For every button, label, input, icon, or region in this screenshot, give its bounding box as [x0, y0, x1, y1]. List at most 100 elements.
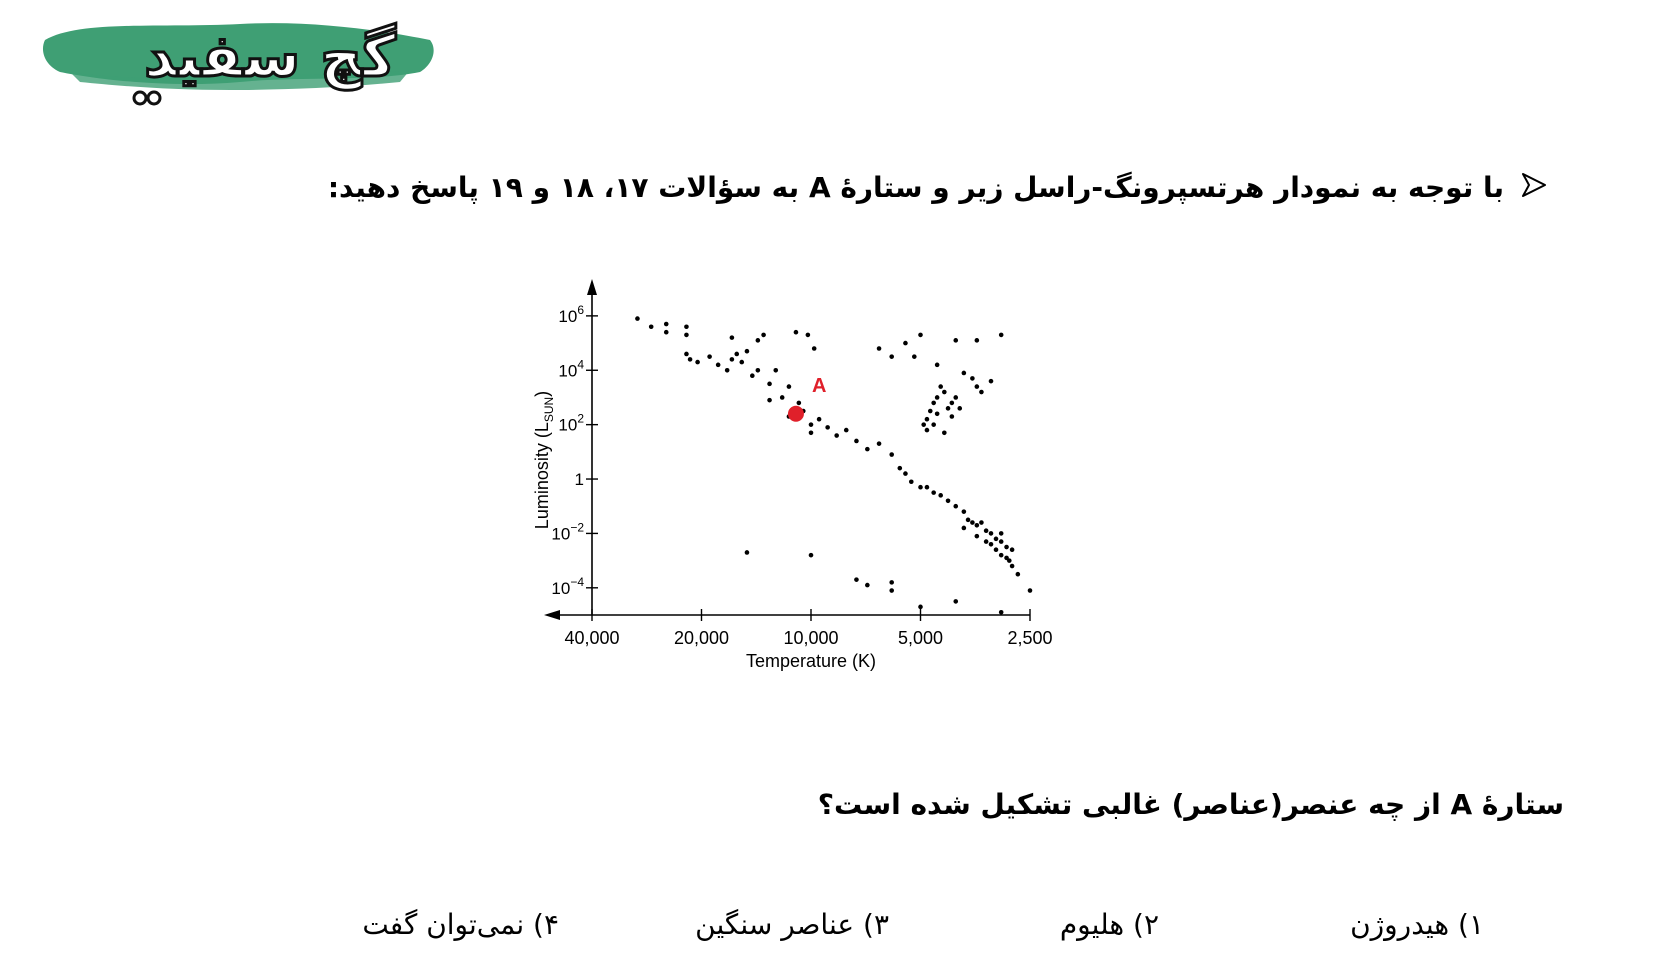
data-point — [953, 395, 959, 400]
data-point — [945, 498, 951, 504]
data-point — [1009, 563, 1015, 569]
data-point — [912, 354, 917, 359]
data-point — [663, 329, 669, 335]
data-point — [931, 490, 936, 495]
data-point — [707, 354, 712, 359]
logo-brush-icon — [42, 23, 434, 106]
data-point — [931, 422, 936, 427]
chart-axes — [544, 279, 1030, 620]
data-point — [854, 438, 859, 444]
data-point — [988, 541, 994, 547]
data-point — [648, 324, 654, 330]
data-point — [808, 430, 814, 436]
data-point — [961, 509, 967, 514]
data-point — [808, 552, 814, 558]
data-point — [934, 362, 940, 368]
option-3[interactable]: ۳) عناصر سنگین — [695, 908, 889, 941]
data-point — [974, 522, 980, 528]
data-point — [979, 389, 984, 395]
data-points — [635, 316, 1033, 615]
data-point — [1007, 558, 1012, 563]
data-point — [961, 525, 967, 531]
option-1[interactable]: ۱) هیدروژن — [1350, 908, 1484, 941]
x-axis-arrow-icon — [544, 610, 560, 620]
data-point — [998, 539, 1004, 544]
x-tick-label: 40,000 — [564, 628, 619, 648]
intro-instruction: با توجه به نمودار هرتسپرونگ-راسل زیر و س… — [327, 171, 1504, 204]
y-axis-ticks: 106 104 102 1 10−2 10−4 — [551, 303, 598, 598]
data-point — [1004, 544, 1009, 550]
star-a-label: A — [812, 375, 826, 397]
y-tick-label: 1 — [575, 470, 584, 489]
data-point — [961, 370, 967, 376]
data-point — [695, 359, 700, 365]
option-4[interactable]: ۴) نمی‌توان گفت — [362, 908, 559, 941]
data-point — [684, 324, 689, 330]
star-a-group: A — [787, 375, 826, 422]
data-point — [942, 430, 947, 436]
data-point — [993, 536, 999, 542]
data-point — [865, 446, 870, 452]
y-tick-label: 102 — [558, 412, 584, 435]
data-point — [903, 340, 908, 346]
y-axis-arrow-icon — [587, 279, 597, 295]
data-point — [755, 367, 761, 373]
data-point — [970, 376, 975, 381]
data-point — [927, 408, 933, 414]
data-point — [924, 484, 930, 490]
hr-diagram: 106 104 102 1 10−2 10−4 40,000 20,000 10,000 5,0… — [532, 279, 1053, 671]
data-point — [998, 609, 1004, 615]
logo: گچ سفید — [40, 10, 440, 110]
option-2[interactable]: ۲) هلیوم — [1059, 908, 1159, 941]
data-point — [876, 346, 882, 351]
data-point — [988, 378, 994, 384]
data-point — [998, 552, 1004, 558]
y-tick-label: 10−2 — [551, 520, 584, 543]
data-point — [744, 550, 750, 555]
data-point — [957, 406, 963, 411]
data-point — [684, 351, 689, 357]
data-point — [918, 484, 923, 490]
x-tick-label: 5,000 — [898, 628, 943, 648]
data-point — [865, 582, 870, 588]
data-point — [918, 604, 923, 610]
data-point — [750, 373, 755, 379]
data-point — [938, 384, 943, 389]
data-point — [974, 533, 980, 539]
data-point — [934, 395, 940, 400]
data-point — [793, 329, 799, 335]
data-point — [953, 338, 959, 343]
data-point — [897, 465, 903, 471]
data-point — [739, 359, 745, 365]
data-point — [949, 400, 955, 406]
y-axis-label: Luminosity (LSUN) — [532, 391, 556, 529]
data-point — [934, 411, 940, 417]
x-tick-label: 20,000 — [674, 628, 729, 648]
data-point — [953, 599, 959, 604]
x-tick-label: 2,500 — [1007, 628, 1052, 648]
data-point — [931, 400, 936, 406]
data-point — [988, 531, 994, 536]
data-point — [889, 452, 894, 457]
data-point — [786, 384, 792, 389]
data-point — [779, 395, 785, 400]
data-point — [773, 367, 779, 373]
data-point — [998, 531, 1004, 536]
question-text: ستارهٔ A از چه عنصر(عناصر) غالبی تشکیل ش… — [817, 788, 1564, 821]
data-point — [663, 321, 669, 327]
data-point — [889, 580, 894, 585]
data-point — [816, 416, 822, 422]
data-point — [876, 441, 882, 446]
data-point — [998, 332, 1004, 338]
data-point — [993, 547, 999, 553]
data-point — [924, 427, 930, 433]
data-point — [805, 332, 811, 338]
data-point — [767, 381, 772, 387]
data-point — [970, 520, 975, 525]
data-point — [1009, 547, 1015, 553]
data-point — [965, 517, 971, 523]
data-point — [918, 332, 923, 338]
x-tick-label: 10,000 — [783, 628, 838, 648]
data-point — [921, 422, 926, 427]
data-point — [854, 577, 859, 582]
